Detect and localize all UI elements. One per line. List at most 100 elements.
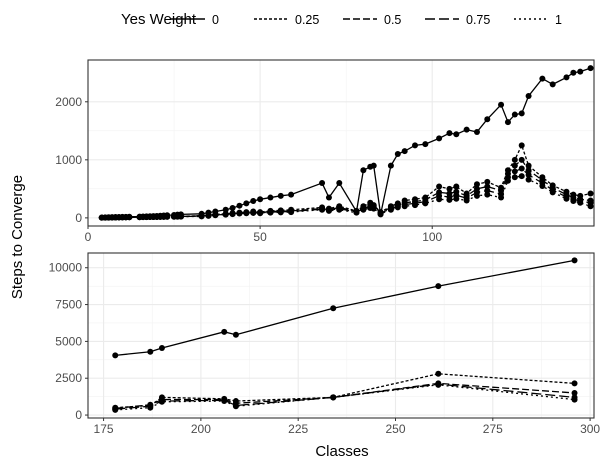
point-1 [504, 177, 511, 184]
point-0 [232, 331, 239, 338]
point-0 [504, 119, 511, 126]
point-1 [147, 404, 154, 411]
point-0 [511, 111, 518, 118]
point-0 [436, 135, 443, 142]
point-0 [498, 101, 505, 108]
point-0 [394, 151, 401, 158]
point-1 [221, 398, 228, 405]
point-0 [288, 191, 295, 198]
point-1 [229, 211, 236, 218]
point-1 [112, 406, 119, 413]
point-0.25 [473, 181, 480, 188]
point-0.5 [511, 162, 518, 169]
x-tick-label: 225 [288, 422, 308, 436]
point-0 [549, 81, 556, 88]
point-0 [571, 257, 578, 264]
point-0 [221, 328, 228, 335]
point-0 [435, 283, 442, 290]
point-1 [463, 197, 470, 204]
point-0.75 [518, 165, 525, 172]
y-axis-title: Steps to Converge [9, 175, 26, 299]
point-0 [539, 75, 546, 82]
point-1 [232, 403, 239, 410]
point-0 [267, 194, 274, 201]
y-tick-label: 0 [75, 211, 82, 225]
point-0 [587, 65, 594, 72]
point-1 [377, 210, 384, 217]
point-1 [387, 206, 394, 213]
legend-label-3: 0.75 [466, 13, 490, 27]
legend-label-0: 0 [212, 13, 219, 27]
x-tick-label: 250 [385, 422, 405, 436]
point-1 [353, 209, 360, 216]
point-1 [422, 200, 429, 207]
point-1 [570, 198, 577, 205]
point-0 [243, 200, 250, 207]
point-1 [518, 173, 525, 180]
x-tick-label: 275 [483, 422, 503, 436]
y-tick-label: 2000 [55, 95, 82, 109]
point-0 [336, 180, 343, 187]
legend-label-2: 0.5 [384, 13, 401, 27]
point-1 [511, 174, 518, 181]
point-0.5 [571, 389, 578, 396]
point-0 [277, 192, 284, 199]
point-0.25 [518, 142, 525, 149]
panel-bottom: 175 200 225 250 275 300 0 2500 5000 7500 10000 [49, 252, 600, 436]
point-1 [549, 189, 556, 196]
series-line-1 [101, 175, 591, 219]
x-tick-label: 50 [253, 230, 267, 244]
point-1 [446, 196, 453, 203]
point-0.25 [453, 183, 460, 190]
point-1 [563, 195, 570, 202]
point-1 [288, 209, 295, 216]
point-0.75 [525, 171, 532, 178]
x-tick-label: 300 [580, 422, 600, 436]
point-0.25 [484, 178, 491, 185]
point-1 [330, 394, 337, 401]
point-0 [463, 126, 470, 133]
point-0 [412, 142, 419, 149]
point-1 [267, 209, 274, 216]
legend-label-1: 0.25 [295, 13, 319, 27]
point-0 [525, 92, 532, 99]
point-1 [370, 205, 377, 212]
point-1 [587, 203, 594, 210]
point-0 [330, 305, 337, 312]
point-0.25 [571, 380, 578, 387]
point-0 [401, 148, 408, 155]
series-line-0.5 [115, 382, 575, 410]
legend-title: Yes Weight [121, 11, 197, 28]
point-0 [360, 167, 367, 174]
point-0.75 [511, 168, 518, 175]
point-1 [484, 191, 491, 198]
point-1 [198, 213, 205, 220]
point-1 [158, 398, 165, 405]
point-0 [112, 352, 119, 359]
point-1 [571, 396, 578, 403]
legend-items: 0 0.25 0.5 0.75 1 [171, 13, 562, 27]
point-0 [518, 110, 525, 117]
y-tick-label: 10000 [49, 261, 83, 275]
x-axis-title: Classes [315, 443, 368, 460]
point-0 [236, 202, 243, 209]
x-tick-label: 175 [94, 422, 114, 436]
point-0.5 [518, 156, 525, 163]
point-0 [422, 141, 429, 148]
point-1 [325, 207, 332, 214]
legend: Yes Weight 0 0.25 0.5 0.75 1 [121, 11, 562, 28]
point-0 [446, 130, 453, 137]
x-tick-label: 100 [422, 230, 442, 244]
point-1 [498, 194, 505, 201]
point-0 [563, 74, 570, 81]
point-1 [436, 196, 443, 203]
panel-background [88, 60, 594, 226]
point-0.25 [587, 190, 594, 197]
point-0.25 [511, 156, 518, 163]
point-1 [412, 202, 419, 209]
point-1 [250, 209, 257, 216]
point-0 [319, 180, 326, 187]
point-0 [325, 194, 332, 201]
